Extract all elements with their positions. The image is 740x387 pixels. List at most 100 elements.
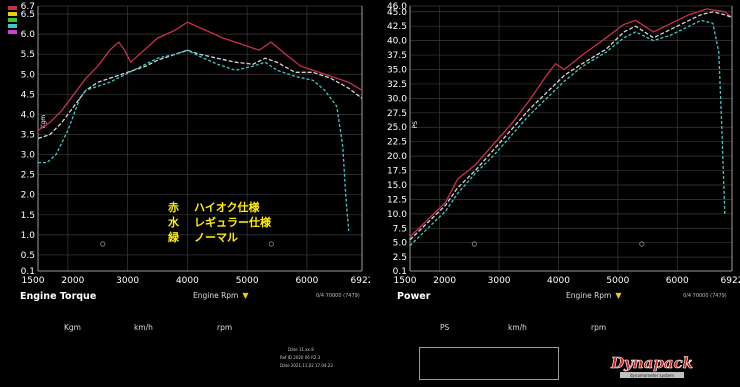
- power-x-tick-label: 6000: [666, 276, 689, 286]
- run-info-line2: Ref ID 2020 06 R2.3: [280, 355, 321, 360]
- readout-rpm-left: rpm: [217, 323, 233, 332]
- power-rpm-select[interactable]: Engine Rpm ▼: [566, 291, 622, 300]
- torque-x-tick-label: 1500: [22, 276, 45, 286]
- power-y-tick-label: 10.0: [387, 210, 407, 220]
- legend-row-high-octane: 赤 ハイオク仕様: [168, 200, 271, 215]
- value-display-box: [419, 347, 559, 380]
- torque-y-tick-label: 2.5: [21, 171, 35, 181]
- torque-y-tick-label: 0.1: [21, 267, 35, 277]
- torque-plot-area: [38, 6, 362, 271]
- legend-row-regular: 水 レギュラー仕様: [168, 215, 271, 230]
- torque-y-tick-label: 6.7: [21, 2, 35, 12]
- chevron-down-icon: ▼: [242, 291, 249, 300]
- power-chart: 0.1 2.5 5.0 7.5 10.0 12.5 15.0 17.5 20.0 22.5 25.0…: [387, 2, 740, 286]
- power-y-tick-label: 20.0: [387, 152, 407, 162]
- power-y-tick-label: 35.0: [387, 66, 407, 76]
- series-color-swatches: [8, 6, 17, 36]
- chevron-down-icon: ▼: [615, 291, 622, 300]
- power-plot-area: [410, 6, 732, 271]
- torque-chart: 0.1 0.5 1.0 1.5 2.0 2.5 3.0 3.5 4.0 4.5 5.0 5.5 6.0 6…: [21, 2, 370, 286]
- torque-y-tick-label: 3.0: [21, 151, 36, 161]
- power-y-tick-label: 7.5: [393, 224, 407, 234]
- dynapack-logo: Dynapack dynamometer system: [590, 352, 714, 380]
- power-y-tick-label: 40.0: [387, 37, 407, 47]
- power-x-tick-label: 5000: [606, 276, 629, 286]
- power-y-tick-label: 17.5: [387, 167, 407, 177]
- logo-text: Dynapack: [610, 354, 693, 372]
- power-y-axis-unit: PS: [412, 121, 419, 129]
- power-y-tick-label: 12.5: [387, 195, 407, 205]
- power-y-tick-label: 45.0: [387, 8, 407, 18]
- torque-y-tick-label: 0.5: [21, 251, 35, 261]
- power-y-tick-label: 22.5: [387, 138, 407, 148]
- power-y-tick-label: 42.5: [387, 22, 407, 32]
- power-title: Power: [397, 291, 431, 302]
- torque-marker-1: [268, 241, 274, 247]
- torque-y-tick-label: 1.0: [21, 231, 36, 241]
- torque-y-tick-label: 4.5: [21, 90, 35, 100]
- power-x-tick-label: 6922: [721, 276, 740, 286]
- chart-legend: 赤 ハイオク仕様 水 レギュラー仕様 緑 ノーマル: [168, 200, 271, 245]
- power-marker-0: [471, 241, 478, 247]
- torque-status: 0/4 70000 (7479): [316, 293, 360, 299]
- power-y-tick-label: 15.0: [387, 181, 407, 191]
- readout-kmh-right: km/h: [508, 323, 527, 332]
- power-y-tick-label: 46.0: [387, 2, 407, 12]
- legend-text-high-octane: ハイオク仕様: [194, 201, 260, 214]
- swatch-green: [8, 18, 17, 22]
- torque-y-tick-label: 1.5: [21, 211, 35, 221]
- legend-text-regular: レギュラー仕様: [194, 216, 271, 229]
- power-x-tick-label: 1500: [394, 276, 417, 286]
- torque-y-tick-label: 6.0: [21, 30, 36, 40]
- power-y-tick-label: 32.5: [387, 80, 407, 90]
- power-y-tick-label: 2.5: [393, 253, 407, 263]
- legend-key-red: 赤: [168, 201, 179, 214]
- torque-y-tick-label: 5.0: [21, 70, 36, 80]
- torque-x-tick-label: 6000: [295, 276, 318, 286]
- swatch-yellow: [8, 12, 17, 16]
- torque-y-tick-label: 5.5: [21, 50, 35, 60]
- torque-y-tick-label: 2.0: [21, 191, 36, 201]
- legend-text-normal: ノーマル: [194, 231, 238, 244]
- power-x-tick-label: 3000: [488, 276, 511, 286]
- torque-rpm-select-label: Engine Rpm: [193, 291, 239, 300]
- power-y-tick-label: 37.5: [387, 51, 407, 61]
- power-rpm-select-label: Engine Rpm: [566, 291, 612, 300]
- torque-y-axis-unit: Kgm: [40, 115, 47, 129]
- torque-x-tick-label: 3000: [116, 276, 139, 286]
- torque-y-tick-label: 3.5: [21, 130, 35, 140]
- torque-series-2: [38, 49, 350, 231]
- torque-y-tick-label: 6.5: [21, 10, 35, 20]
- run-info-line3: Date 2021.11.02 17.04.23: [280, 363, 333, 368]
- legend-key-cyan: 水: [168, 216, 179, 229]
- readout-ps: PS: [440, 323, 450, 332]
- torque-series-1: [37, 49, 363, 140]
- legend-key-green: 緑: [168, 231, 179, 244]
- power-series-0: [409, 8, 733, 238]
- power-y-tick-label: 25.0: [387, 123, 407, 133]
- power-status: 0/4 70000 (7479): [683, 293, 727, 299]
- power-x-tick-label: 2000: [433, 276, 456, 286]
- torque-marker-0: [100, 241, 106, 247]
- torque-title: Engine Torque: [20, 291, 97, 302]
- swatch-red: [8, 6, 17, 10]
- torque-y-tick-label: 4.0: [21, 110, 36, 120]
- torque-rpm-select[interactable]: Engine Rpm ▼: [193, 291, 249, 300]
- power-y-tick-label: 30.0: [387, 94, 407, 104]
- readout-rpm-right: rpm: [591, 323, 607, 332]
- power-y-tick-label: 5.0: [393, 239, 408, 249]
- run-info-line1: Date 11.xx.8: [288, 347, 314, 352]
- power-y-tick-label: 27.5: [387, 109, 407, 119]
- readout-kgm: Kgm: [64, 323, 81, 332]
- run-info: Date 11.xx.8 Ref ID 2020 06 R2.3 Date 20…: [280, 346, 333, 370]
- swatch-magenta: [8, 30, 17, 34]
- torque-x-tick-label: 5000: [236, 276, 259, 286]
- power-series-1: [409, 11, 733, 241]
- logo-subtext: dynamometer system: [630, 373, 674, 378]
- swatch-cyan: [8, 24, 17, 28]
- torque-x-tick-label: 4000: [176, 276, 199, 286]
- power-x-tick-label: 4000: [547, 276, 570, 286]
- power-series-2: [409, 19, 726, 247]
- legend-row-normal: 緑 ノーマル: [168, 230, 271, 245]
